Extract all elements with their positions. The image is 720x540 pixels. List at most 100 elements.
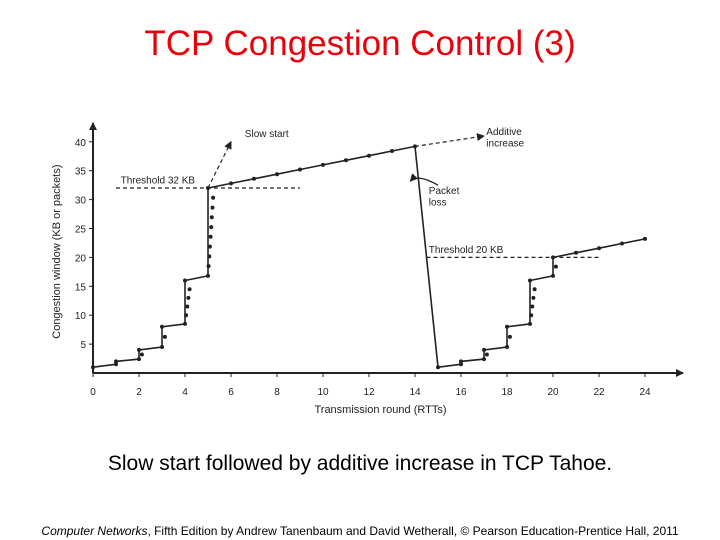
x-tick-label: 8 — [274, 387, 280, 398]
data-point — [139, 352, 144, 357]
data-point — [620, 241, 624, 246]
x-tick-label: 6 — [228, 387, 234, 398]
data-point — [459, 359, 463, 364]
data-point — [528, 321, 532, 326]
data-point — [532, 287, 537, 292]
y-axis-label: Congestion window (KB or packets) — [51, 164, 63, 338]
data-point — [162, 334, 167, 339]
data-point — [229, 181, 233, 186]
y-tick-label: 5 — [80, 340, 86, 351]
data-point — [413, 144, 417, 149]
y-tick-label: 40 — [75, 138, 87, 149]
data-point — [321, 162, 325, 167]
data-point — [160, 324, 164, 329]
x-tick-label: 16 — [455, 387, 467, 398]
data-point — [459, 362, 463, 367]
data-point — [643, 236, 647, 241]
caption: Slow start followed by additive increase… — [107, 452, 613, 475]
data-point — [206, 264, 211, 269]
annotation-packet-loss-1: Packet — [429, 186, 460, 197]
x-tick-label: 24 — [639, 387, 651, 398]
data-point — [529, 313, 534, 318]
series-additive-increase — [414, 133, 485, 147]
data-point — [187, 287, 192, 292]
data-point — [531, 295, 536, 300]
data-point — [210, 205, 215, 210]
data-point — [206, 273, 210, 278]
x-tick-label: 20 — [547, 387, 559, 398]
data-point — [209, 215, 214, 220]
data-point — [184, 313, 189, 318]
data-point — [551, 273, 555, 278]
data-point — [252, 176, 256, 181]
data-point — [137, 347, 141, 352]
x-tick-label: 12 — [363, 387, 375, 398]
x-tick-label: 14 — [409, 387, 421, 398]
data-point — [367, 153, 371, 158]
data-point — [484, 352, 489, 357]
y-tick-label: 15 — [75, 282, 87, 293]
footer-book-title: Computer Networks — [41, 524, 148, 538]
data-point — [186, 295, 191, 300]
x-tick-label: 0 — [90, 387, 96, 398]
annotation-slow-start: Slow start — [245, 129, 289, 140]
data-point — [137, 357, 141, 362]
data-point — [209, 225, 214, 230]
data-point — [344, 158, 348, 163]
data-point — [298, 167, 302, 172]
data-point — [482, 347, 486, 352]
annotation-additive-increase-2: increase — [486, 138, 524, 149]
series-lines — [92, 133, 646, 369]
data-point — [574, 250, 578, 255]
footer-credit-text: , Fifth Edition by Andrew Tanenbaum and … — [147, 524, 679, 538]
data-point — [207, 254, 212, 259]
data-point — [206, 186, 210, 190]
data-point — [207, 244, 212, 249]
x-tick-label: 22 — [593, 387, 605, 398]
y-tick-label: 20 — [75, 253, 87, 264]
annotation-threshold-32: Threshold 32 KB — [121, 175, 196, 186]
packet-loss-arrow — [409, 173, 439, 186]
data-point — [114, 359, 118, 364]
annotation-packet-loss-2: loss — [429, 197, 447, 208]
data-point — [114, 362, 118, 367]
congestion-window-chart: 0 2 4 6 8 10 12 14 16 18 20 22 24510152025303540Tran… — [51, 122, 684, 416]
axes — [89, 122, 684, 377]
data-point — [505, 345, 509, 349]
data-point — [211, 195, 216, 200]
data-point — [507, 334, 512, 339]
data-point — [528, 278, 532, 283]
data-point — [553, 264, 558, 269]
data-point — [597, 246, 601, 251]
annotation-additive-increase-1: Additive — [486, 127, 522, 138]
x-tick-label: 4 — [182, 387, 188, 398]
x-tick-label: 18 — [501, 387, 513, 398]
data-point — [436, 365, 440, 370]
data-point — [91, 365, 95, 370]
data-point — [390, 149, 394, 153]
data-point — [185, 304, 190, 309]
data-points — [91, 144, 647, 370]
data-point — [505, 324, 509, 329]
data-point — [160, 345, 164, 349]
slide-title: TCP Congestion Control (3) — [144, 24, 576, 63]
y-tick-label: 30 — [75, 196, 87, 207]
data-point — [482, 357, 486, 362]
x-tick-label: 10 — [317, 387, 329, 398]
footer-credit: Computer Networks, Fifth Edition by Andr… — [0, 524, 720, 538]
annotation-threshold-20: Threshold 20 KB — [429, 245, 504, 256]
tick-labels: 0 2 4 6 8 10 12 14 16 18 20 22 24510152025303540Tran… — [51, 138, 651, 416]
data-point — [183, 321, 187, 326]
data-point — [183, 278, 187, 283]
data-point — [551, 255, 555, 260]
y-tick-label: 25 — [75, 225, 87, 236]
series-slow-start — [207, 140, 232, 189]
y-tick-label: 10 — [75, 311, 87, 322]
data-point — [275, 172, 279, 177]
x-axis-label: Transmission round (RTTs) — [314, 404, 446, 416]
y-tick-label: 35 — [75, 167, 87, 178]
data-point — [530, 304, 535, 309]
data-point — [208, 234, 213, 239]
x-tick-label: 2 — [136, 387, 142, 398]
